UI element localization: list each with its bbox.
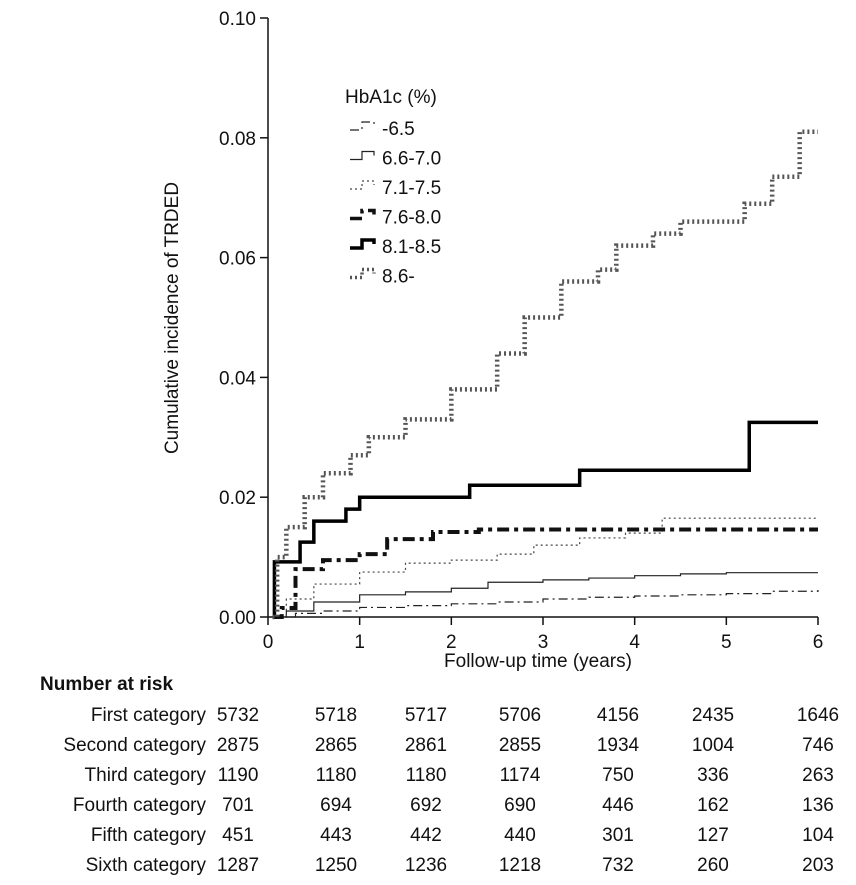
x-tick-label: 6	[813, 632, 824, 653]
risk-value: 162	[697, 795, 729, 816]
risk-row: Second category 2875 2865 2861 2855 1934 1004 7…	[0, 735, 856, 765]
x-tick-label: 5	[721, 632, 732, 653]
chart-plot: 0.00 0.02 0.04 0.06 0.08 0.10 0 1 2 3 4 5 6 HbA1c (%…	[162, 9, 823, 672]
legend-label: 7.1-7.5	[382, 178, 441, 199]
series-line-6.6-7.0	[272, 572, 818, 618]
risk-table-title: Number at risk	[40, 674, 174, 695]
risk-value: 301	[602, 825, 634, 846]
risk-value: 1174	[499, 765, 541, 786]
legend-swatch	[350, 208, 376, 221]
risk-value: 5717	[404, 705, 448, 726]
legend-swatch	[350, 267, 376, 280]
series-line-8.6-	[272, 129, 818, 620]
legend-label: 8.1-8.5	[382, 237, 441, 258]
legend-swatch	[350, 238, 376, 250]
risk-value: 1180	[405, 765, 447, 786]
y-axis-label: Cumulative incidence of TRDED	[162, 182, 183, 454]
risk-value: 263	[802, 765, 834, 786]
risk-value: 336	[697, 765, 729, 786]
risk-value: 442	[410, 825, 442, 846]
risk-value: 692	[410, 795, 442, 816]
y-tick-label: 0.00	[219, 608, 256, 629]
risk-value: 443	[320, 825, 352, 846]
risk-value: 203	[802, 855, 834, 876]
x-tick-label: 1	[354, 632, 365, 653]
risk-row: Fourth category 701 694 692 690 446 162 136	[0, 795, 856, 825]
legend-title: HbA1c (%)	[345, 87, 437, 108]
risk-value: 1646	[796, 705, 840, 726]
risk-row: Fifth category 451 443 442 440 301 127 104	[0, 825, 856, 855]
risk-value: 690	[504, 795, 536, 816]
risk-value: 2855	[498, 735, 542, 756]
risk-value: 136	[802, 795, 834, 816]
risk-value: 1004	[691, 735, 735, 756]
x-axis-label: Follow-up time (years)	[444, 651, 632, 672]
risk-value: 1190	[217, 765, 259, 786]
risk-value: 104	[802, 825, 834, 846]
risk-row: Third category 1190 1180 1180 1174 750 336 263	[0, 765, 856, 795]
risk-row: Sixth category 1287 1250 1236 1218 732 260 203	[0, 855, 856, 885]
risk-row-label: Fifth category	[90, 825, 206, 846]
risk-value: 2861	[404, 735, 448, 756]
series-line--6.5	[272, 590, 819, 618]
risk-table: Number at risk First category 5732 5718 571…	[0, 674, 856, 884]
risk-row-label: First category	[90, 705, 206, 726]
legend-label: 6.6-7.0	[382, 149, 441, 170]
risk-row-label: Fourth category	[72, 795, 206, 816]
risk-value: 451	[222, 825, 254, 846]
legend-swatch	[350, 180, 375, 190]
legend-label: 7.6-8.0	[382, 208, 441, 229]
risk-value: 2865	[314, 735, 358, 756]
legend-label: -6.5	[382, 119, 415, 140]
series-line-8.1-8.5	[272, 420, 818, 619]
risk-value: 750	[602, 765, 634, 786]
risk-value: 1250	[314, 855, 358, 876]
series-line-7.1-7.5	[272, 517, 818, 618]
risk-row-label: Sixth category	[85, 855, 206, 876]
risk-value: 1287	[216, 855, 260, 876]
axes: 0.00 0.02 0.04 0.06 0.08 0.10 0 1 2 3 4 5 6	[219, 9, 823, 653]
x-tick-label: 2	[446, 632, 457, 653]
x-tick-label: 4	[629, 632, 640, 653]
risk-value: 694	[320, 795, 352, 816]
legend: HbA1c (%) -6.5 6.6-7.0 7.1-7.5 7.6-8.0 8.1-8.…	[345, 87, 441, 288]
legend-swatch	[350, 150, 375, 161]
risk-row-label: Third category	[84, 765, 206, 786]
y-tick-label: 0.02	[219, 488, 256, 509]
legend-label: 8.6-	[382, 267, 415, 288]
risk-value: 446	[602, 795, 634, 816]
x-tick-label: 0	[263, 632, 274, 653]
risk-value: 2435	[691, 705, 735, 726]
risk-value: 4156	[596, 705, 640, 726]
risk-value: 5718	[314, 705, 358, 726]
series-layer	[272, 129, 819, 620]
risk-value: 5706	[498, 705, 542, 726]
risk-row-label: Second category	[63, 735, 206, 756]
risk-value: 1218	[498, 855, 542, 876]
risk-value: 127	[697, 825, 729, 846]
y-tick-label: 0.06	[219, 249, 256, 270]
risk-value: 1180	[315, 765, 357, 786]
risk-value: 260	[697, 855, 729, 876]
risk-value: 1236	[404, 855, 448, 876]
risk-value: 746	[802, 735, 834, 756]
risk-value: 732	[602, 855, 634, 876]
risk-value: 1934	[596, 735, 640, 756]
y-tick-label: 0.08	[219, 129, 256, 150]
legend-swatch	[350, 121, 375, 131]
x-tick-label: 3	[538, 632, 549, 653]
risk-value: 440	[504, 825, 536, 846]
series-line-7.6-8.0	[272, 527, 818, 619]
risk-value: 5732	[216, 705, 260, 726]
risk-value: 701	[222, 795, 254, 816]
risk-row: First category 5732 5718 5717 5706 4156 2435 16…	[0, 705, 856, 735]
y-tick-label: 0.04	[219, 368, 256, 389]
y-tick-label: 0.10	[219, 9, 256, 30]
risk-value: 2875	[216, 735, 260, 756]
